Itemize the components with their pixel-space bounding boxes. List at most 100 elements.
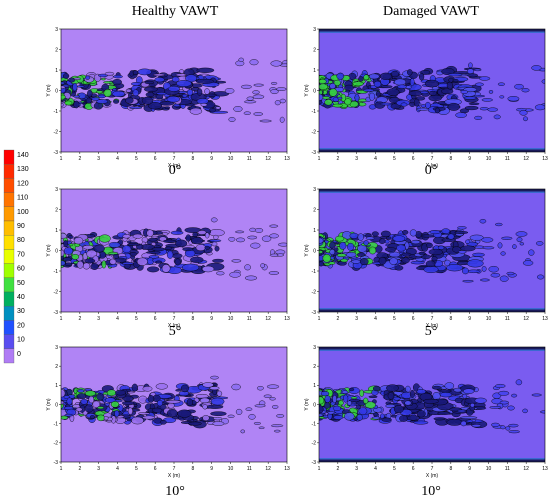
- x-tick-label: 10: [486, 156, 492, 162]
- legend-swatch: [3, 306, 15, 321]
- y-tick-label: 0: [55, 248, 58, 254]
- x-tick-label: 8: [191, 466, 194, 472]
- legend-swatch: [3, 291, 15, 307]
- legend-swatch: [3, 320, 15, 335]
- y-tick-label: 2: [55, 364, 58, 370]
- x-tick-label: 7: [431, 316, 434, 322]
- legend-tick-label: 60: [17, 266, 25, 273]
- column-title-damaged: Damaged VAWT: [383, 4, 479, 19]
- x-tick-label: 13: [542, 316, 548, 322]
- x-tick-label: 6: [412, 466, 415, 472]
- y-tick-label: 2: [313, 364, 316, 370]
- y-tick-label: -1: [54, 421, 59, 427]
- x-tick-label: 5: [393, 316, 396, 322]
- legend-swatch: [3, 235, 15, 250]
- x-tick-label: 9: [468, 316, 471, 322]
- x-axis-label: X (m): [168, 473, 181, 479]
- y-tick-label: -1: [54, 269, 59, 275]
- legend-tick-label: 20: [17, 322, 25, 329]
- legend-swatch: [3, 206, 15, 222]
- x-tick-label: 12: [523, 466, 529, 472]
- x-tick-label: 3: [97, 466, 100, 472]
- legend-swatch: [3, 348, 15, 364]
- x-tick-label: 11: [505, 466, 510, 472]
- legend-tick-label: 70: [17, 251, 25, 258]
- x-tick-label: 6: [154, 156, 157, 162]
- y-tick-label: -3: [312, 460, 317, 466]
- x-tick-label: 5: [135, 316, 138, 322]
- x-tick-label: 2: [336, 316, 339, 322]
- y-tick-label: -1: [312, 269, 317, 275]
- x-tick-label: 11: [247, 466, 252, 472]
- x-tick-label: 3: [355, 316, 358, 322]
- y-tick-label: 3: [55, 187, 58, 193]
- x-axis-label: X (m): [168, 163, 181, 169]
- angle-label-healthy-5: 5°: [168, 324, 182, 339]
- x-tick-label: 7: [431, 156, 434, 162]
- y-tick-label: -3: [54, 150, 59, 156]
- x-tick-label: 4: [374, 156, 377, 162]
- legend-tick-label: 30: [17, 308, 25, 315]
- y-tick-label: 3: [55, 27, 58, 33]
- x-tick-label: 12: [265, 156, 271, 162]
- x-tick-label: 9: [468, 156, 471, 162]
- x-axis-label: X (m): [426, 163, 439, 169]
- legend-tick-label: 120: [17, 180, 29, 187]
- legend-tick-label: 130: [17, 166, 29, 173]
- legend-tick-label: 0: [17, 351, 21, 358]
- x-tick-label: 1: [60, 156, 63, 162]
- legend-swatch: [3, 277, 15, 293]
- x-tick-label: 2: [336, 466, 339, 472]
- legend-swatch: [3, 192, 15, 207]
- legend-tick-label: 10: [17, 337, 25, 344]
- x-tick-label: 1: [60, 466, 63, 472]
- y-tick-label: 0: [313, 88, 316, 94]
- x-tick-label: 1: [318, 316, 321, 322]
- x-tick-label: 5: [393, 466, 396, 472]
- y-axis-label: Y (m): [304, 244, 310, 256]
- x-axis-label: X (m): [426, 323, 439, 329]
- y-tick-label: 0: [55, 88, 58, 94]
- bottom-boundary: [319, 459, 545, 462]
- x-tick-label: 7: [173, 466, 176, 472]
- x-tick-label: 11: [247, 156, 252, 162]
- x-tick-label: 13: [284, 466, 290, 472]
- x-tick-label: 6: [412, 156, 415, 162]
- legend-swatch: [3, 334, 15, 349]
- y-tick-label: 0: [55, 402, 58, 408]
- y-tick-label: -2: [312, 129, 317, 135]
- x-tick-label: 1: [318, 156, 321, 162]
- x-tick-label: 3: [97, 156, 100, 162]
- y-tick-label: 0: [313, 248, 316, 254]
- x-tick-label: 9: [468, 466, 471, 472]
- y-tick-label: -2: [54, 129, 59, 135]
- legend-swatch: [3, 249, 15, 264]
- y-tick-label: 2: [55, 47, 58, 53]
- y-tick-label: -1: [312, 109, 317, 115]
- x-tick-label: 10: [228, 316, 234, 322]
- x-tick-label: 13: [284, 156, 290, 162]
- x-tick-label: 12: [265, 466, 271, 472]
- legend-swatch: [3, 220, 15, 236]
- y-tick-label: -3: [54, 310, 59, 316]
- x-tick-label: 3: [97, 316, 100, 322]
- y-axis-label: Y (m): [46, 398, 52, 410]
- top-boundary: [319, 189, 545, 192]
- legend-tick-label: 110: [17, 195, 28, 202]
- y-tick-label: -1: [312, 421, 317, 427]
- x-tick-label: 2: [78, 156, 81, 162]
- x-tick-label: 2: [336, 156, 339, 162]
- y-axis-label: Y (m): [304, 84, 310, 96]
- y-tick-label: -3: [54, 460, 59, 466]
- x-tick-label: 5: [135, 466, 138, 472]
- x-tick-label: 3: [355, 156, 358, 162]
- y-tick-label: 2: [313, 47, 316, 53]
- x-tick-label: 12: [265, 316, 271, 322]
- y-axis-label: Y (m): [46, 244, 52, 256]
- y-tick-label: -2: [54, 289, 59, 295]
